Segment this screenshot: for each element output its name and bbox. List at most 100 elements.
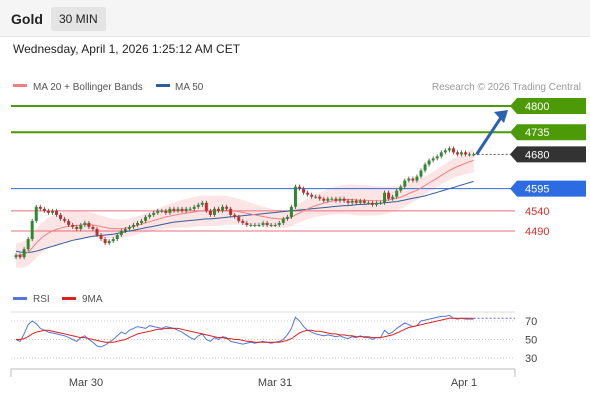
candle-body (399, 186, 403, 191)
candle-body (144, 216, 148, 221)
level-label-4800: 4800 (525, 101, 549, 113)
candle-body (233, 214, 237, 217)
projection-arrow-head (494, 110, 508, 123)
candle-body (22, 249, 26, 258)
candle-body (439, 152, 443, 157)
candle-body (83, 222, 87, 225)
rsi-tick-70: 70 (525, 316, 537, 328)
candle-body (427, 160, 431, 165)
candle-body (298, 186, 301, 189)
candle-body (18, 255, 22, 258)
candle-body (63, 218, 67, 221)
candle-body (225, 206, 229, 209)
candle-body (136, 222, 139, 225)
candle-body (277, 222, 281, 225)
rsi-legend-swatch (13, 297, 27, 300)
top-bar: Gold 30 MIN (0, 0, 590, 37)
candle-body (249, 224, 253, 226)
candle-body (14, 255, 18, 258)
level-label-4540: 4540 (525, 206, 549, 218)
candle-body (237, 216, 241, 221)
candle-body (107, 241, 111, 244)
candle-body (188, 208, 192, 210)
candle-body (257, 224, 261, 226)
candle-body (310, 194, 314, 197)
rsi-tick-50: 50 (525, 335, 537, 347)
candle-body (176, 208, 180, 211)
rsi-ma-legend-label: 9MA (82, 294, 103, 305)
candle-body (358, 200, 362, 203)
ma50-line (15, 180, 474, 253)
candle-body (87, 222, 91, 227)
candle-body (55, 210, 58, 215)
candle-body (123, 228, 127, 231)
level-tag-4800 (510, 98, 586, 114)
candle-body (468, 154, 472, 156)
level-tag-4595 (510, 180, 586, 197)
candle-body (391, 196, 395, 199)
candle-body (156, 210, 160, 213)
candle-body (67, 220, 71, 225)
candle-body (346, 200, 350, 203)
candle-body (152, 212, 156, 215)
candle-body (464, 152, 468, 155)
candle-body (472, 154, 476, 156)
ma20-line (16, 159, 474, 256)
level-label-4595: 4595 (525, 184, 549, 196)
candle-body (435, 156, 439, 159)
candle-body (411, 178, 415, 181)
candle-body (59, 214, 63, 219)
candle-body (374, 202, 378, 205)
candle-body (184, 208, 188, 211)
candle-body (30, 220, 34, 240)
candle-body (148, 214, 152, 217)
candle-body (140, 220, 144, 223)
candle-body (172, 208, 176, 211)
candle-body (302, 188, 306, 193)
candle-body (395, 190, 399, 197)
candle-body (314, 196, 318, 198)
x-tick-label: Mar 30 (69, 377, 103, 389)
bollinger-band (16, 148, 474, 268)
timeframe-selector[interactable]: 30 MIN (51, 7, 106, 31)
candle-body (192, 206, 196, 209)
candle-body (79, 224, 83, 229)
candle-body (111, 239, 115, 242)
candle-body (269, 224, 273, 226)
candle-body (451, 148, 455, 153)
candle-body (208, 210, 212, 215)
candle-body (281, 218, 285, 223)
candle-body (99, 235, 103, 240)
candle-body (180, 208, 184, 211)
candle-body (26, 239, 30, 250)
ma50-legend-swatch (156, 84, 170, 87)
candle-body (431, 158, 435, 161)
projection-arrow (475, 115, 504, 156)
candle-body (229, 208, 233, 215)
candle-body (326, 198, 330, 201)
candle-body (127, 226, 131, 229)
candle-body (273, 224, 277, 226)
candle-body (200, 202, 204, 205)
candle-body (212, 208, 216, 215)
candle-body (261, 222, 265, 225)
level-tag-4735 (510, 124, 586, 141)
candle-body (34, 206, 38, 221)
candle-body (119, 231, 123, 236)
candle-body (383, 192, 387, 203)
candle-body (306, 192, 310, 195)
candle-body (415, 176, 419, 181)
candle-body (350, 200, 354, 203)
candle-body (265, 222, 269, 225)
candle-body (379, 202, 382, 204)
x-tick-label: Mar 31 (258, 377, 292, 389)
candle-body (362, 200, 366, 203)
candle-body (204, 202, 208, 211)
candle-body (447, 148, 451, 151)
candle-body (217, 208, 220, 211)
candle-body (289, 206, 293, 217)
candle-body (71, 224, 75, 227)
candle-body (241, 220, 245, 223)
datetime-label: Wednesday, April 1, 2026 1:25:12 AM CET (13, 42, 241, 56)
candle-body (75, 226, 79, 229)
